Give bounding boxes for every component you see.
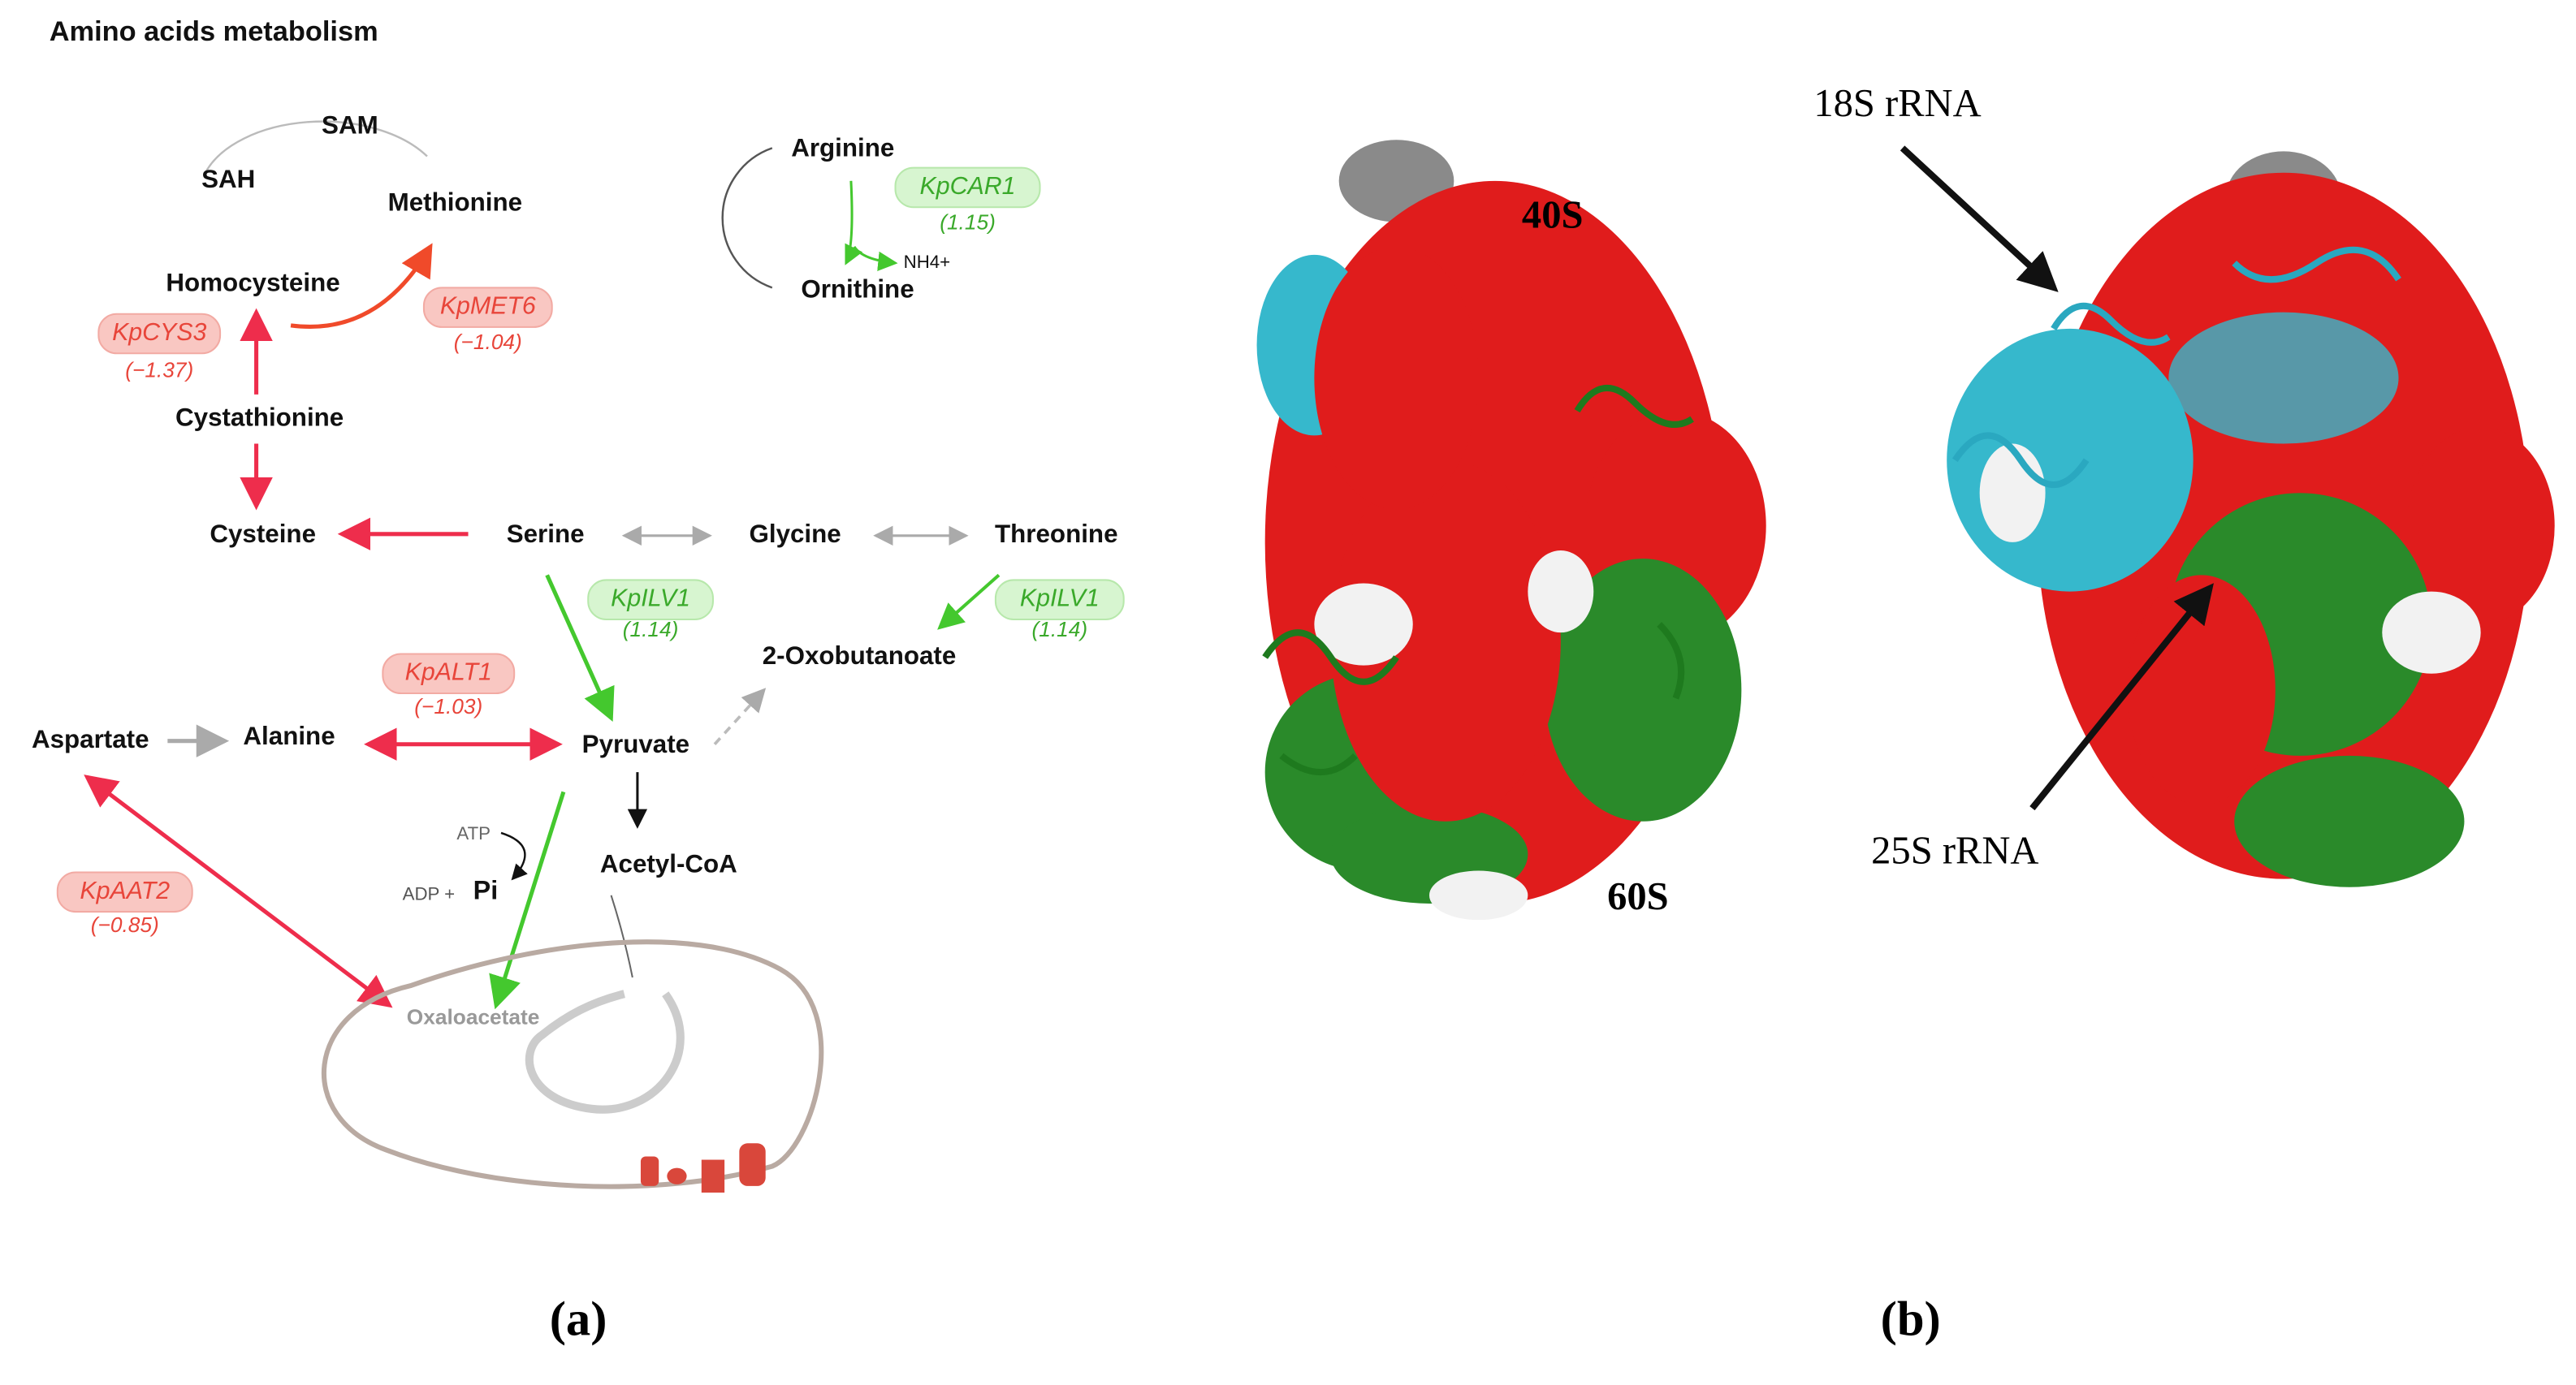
rrna-label: 18S rRNA [1813, 81, 1981, 125]
node: Glycine [749, 520, 841, 548]
cofactor: ADP + [403, 884, 456, 904]
enzyme-value: (1.14) [623, 617, 679, 641]
enzyme-name: KpCYS3 [112, 319, 206, 346]
subunit-label: 60S [1607, 874, 1669, 918]
node: Cysteine [210, 520, 316, 548]
enzyme-value: (−0.85) [91, 913, 159, 937]
enzyme-name: KpILV1 [611, 585, 690, 612]
node: Aspartate [32, 725, 149, 753]
cofactor: NH4+ [904, 252, 951, 272]
pathway-arrows [84, 120, 1001, 1010]
enzyme-value: (−1.03) [414, 694, 482, 718]
ribosome-right [1947, 151, 2555, 887]
enzyme-name: KpMET6 [440, 293, 536, 320]
node: Ornithine [801, 275, 914, 304]
enzyme-name: KpALT1 [405, 659, 492, 686]
subunit-label: 40S [1522, 193, 1584, 237]
mitochondrion [321, 939, 824, 1193]
enzyme-name: KpCAR1 [920, 173, 1016, 200]
node: Acetyl-CoA [600, 850, 737, 878]
enzyme-value: (1.14) [1031, 617, 1087, 641]
cofactor: ATP [456, 823, 491, 844]
node: Alanine [243, 722, 335, 750]
enzyme-value: (−1.04) [454, 330, 522, 354]
enzyme-pills [56, 166, 1125, 913]
enzyme-name: KpILV1 [1020, 585, 1100, 612]
ribosome-left [1256, 140, 1766, 921]
node: 2-Oxobutanoate [763, 641, 957, 670]
rrna-label: 25S rRNA [1871, 828, 2038, 872]
enzyme-value: (1.15) [940, 209, 996, 234]
enzymes: KpCYS3 (−1.37) KpMET6 (−1.04) KpCAR1 (1.… [80, 173, 1099, 937]
caption: (b) [1881, 1292, 1941, 1347]
enzyme-name: KpAAT2 [80, 878, 170, 904]
caption: (a) [550, 1292, 607, 1347]
node: Cystathionine [175, 403, 344, 431]
node: SAM [322, 110, 378, 139]
cofactors: NH4+ ATP ADP + Pi [403, 252, 951, 904]
node: Methionine [388, 188, 522, 216]
panel-title: Amino acids metabolism [50, 16, 378, 47]
cofactor: Pi [473, 875, 499, 904]
pointer-arrows [1900, 145, 2214, 811]
node: Arginine [791, 134, 894, 162]
node: SAH [201, 165, 255, 193]
ribosome-labels: 40S 60S 18S rRNA 25S rRNA [1522, 81, 2039, 918]
node: Oxaloacetate [407, 1004, 540, 1029]
node: Serine [507, 520, 585, 548]
nodes: SAM SAH Methionine Homocysteine Cystathi… [32, 110, 1118, 1029]
node: Threonine [995, 520, 1118, 548]
node: Pyruvate [582, 730, 689, 758]
node: Homocysteine [166, 269, 339, 297]
enzyme-value: (−1.37) [125, 357, 193, 382]
